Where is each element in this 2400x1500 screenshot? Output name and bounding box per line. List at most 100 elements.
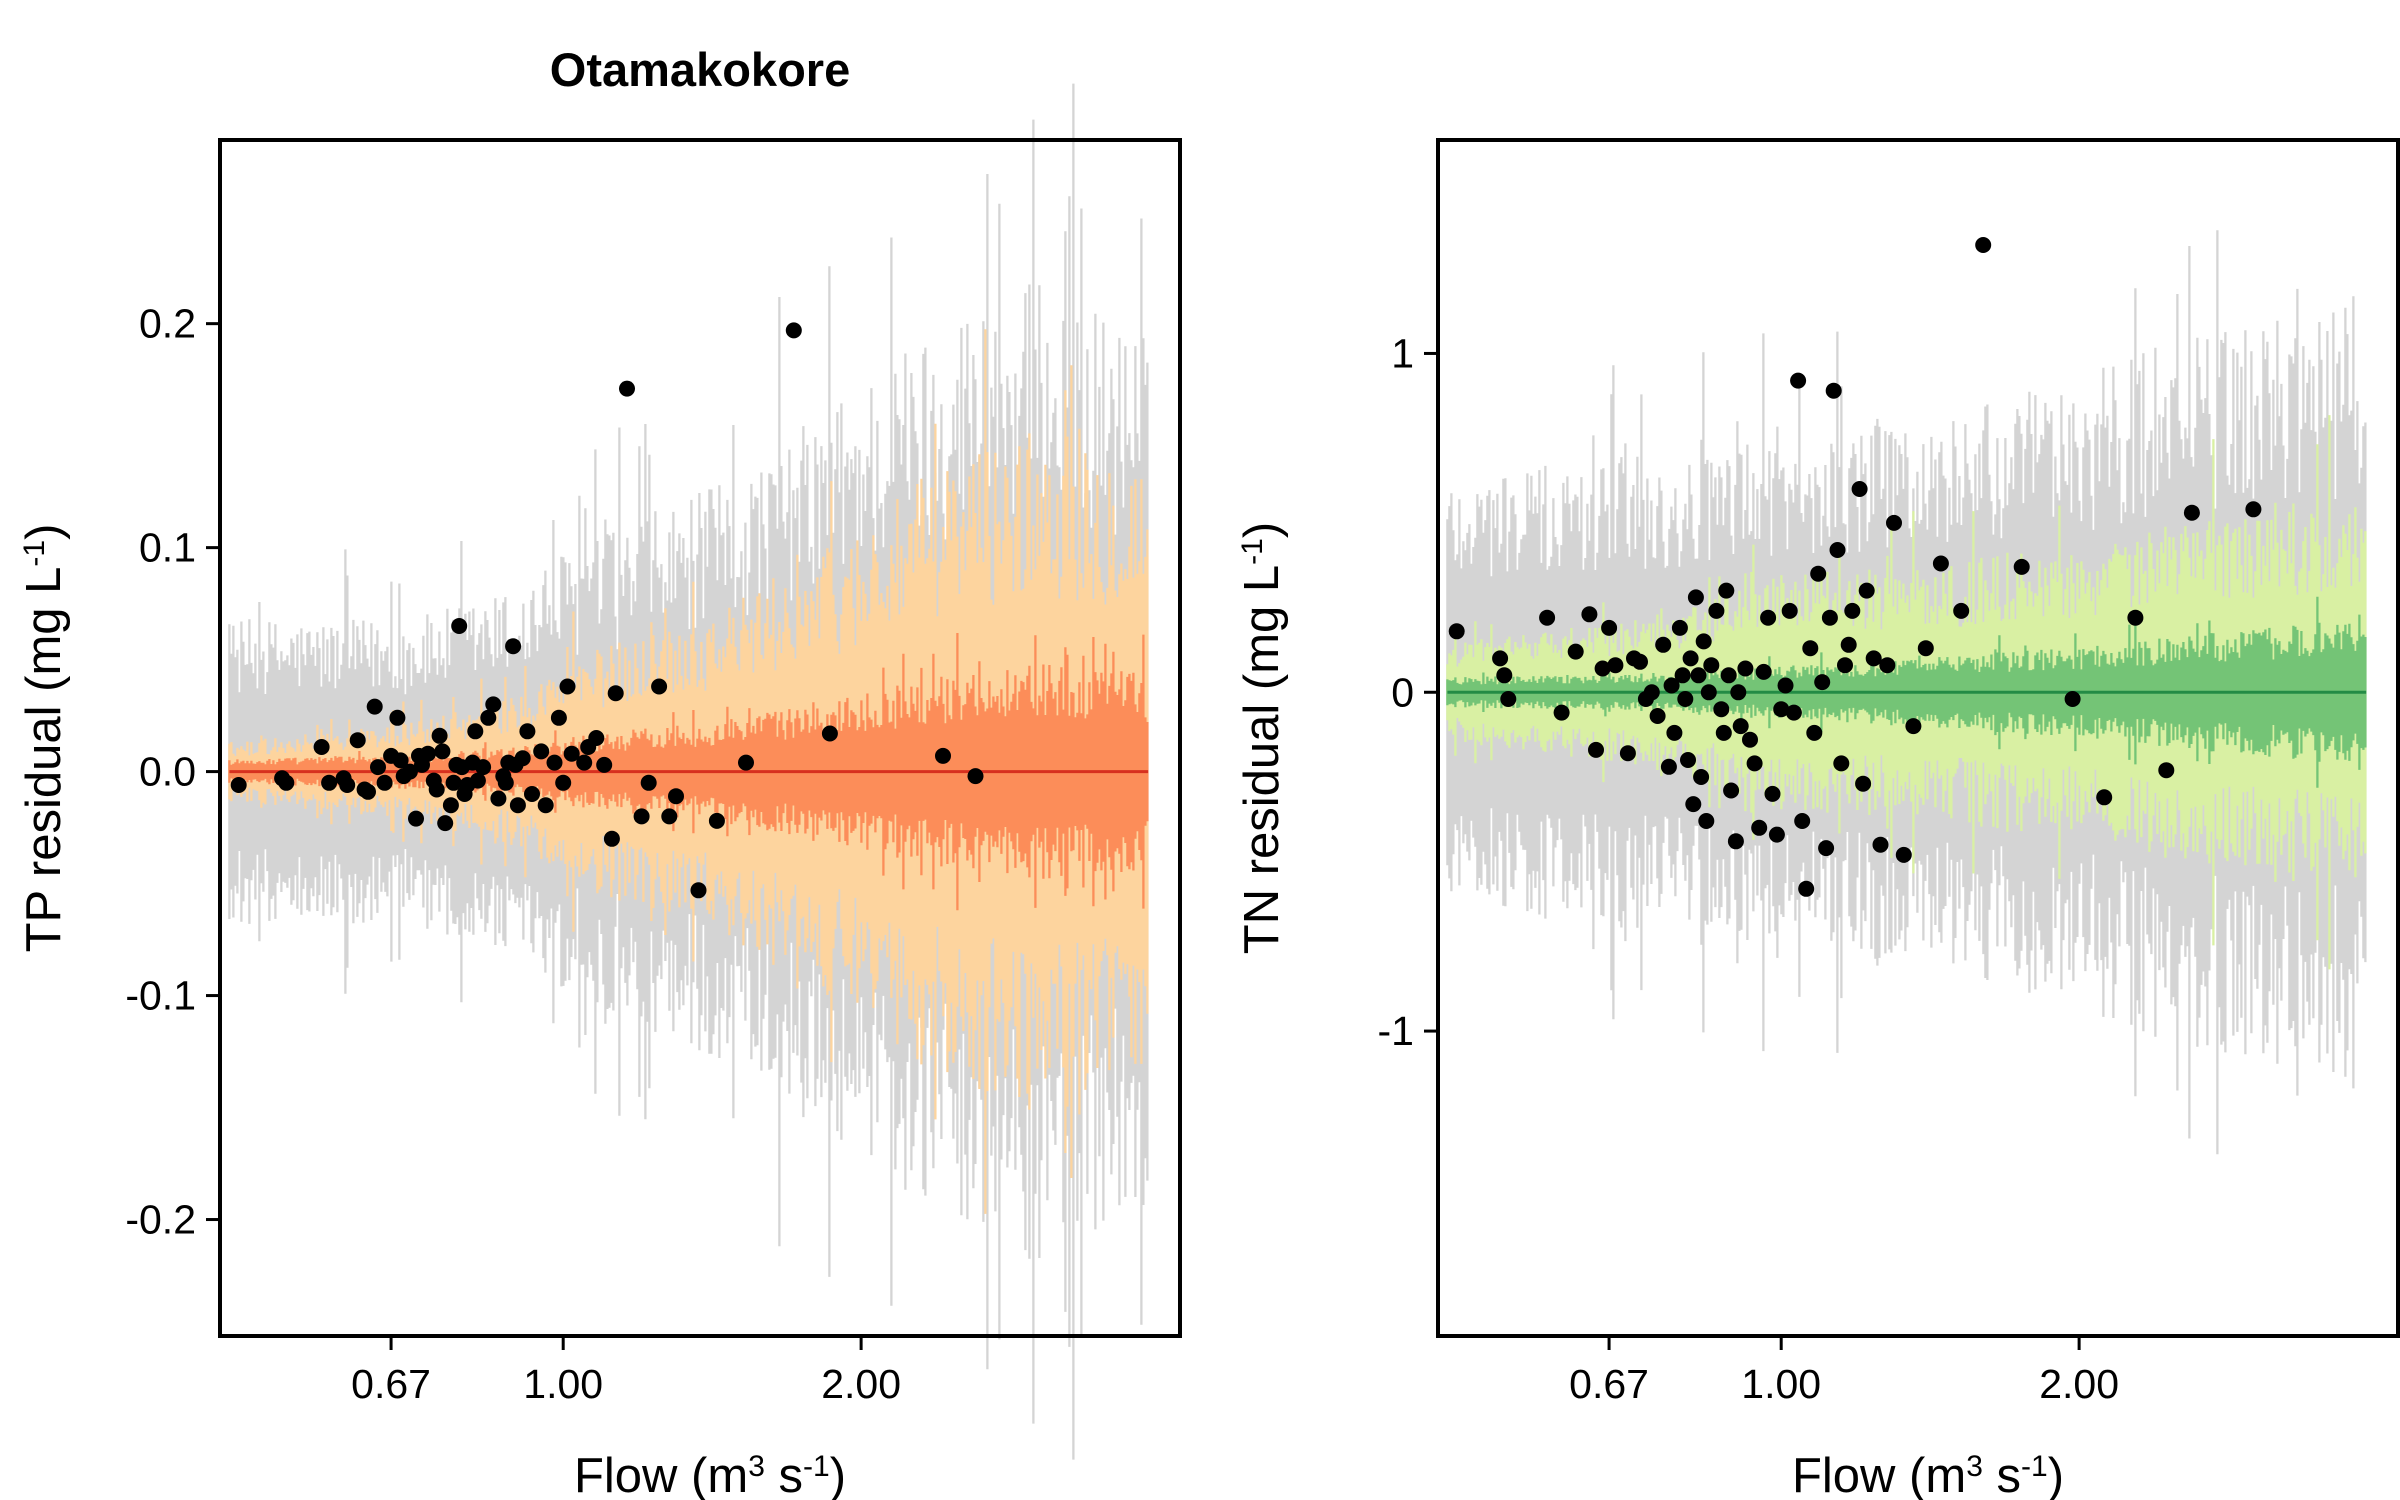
data-point [1500, 691, 1517, 707]
data-point [1806, 724, 1823, 741]
data-point [1677, 691, 1694, 707]
data-point [1496, 667, 1513, 684]
data-point [431, 727, 448, 744]
data-point [1886, 514, 1902, 531]
data-point [1837, 657, 1853, 674]
data-point [1492, 650, 1509, 667]
data-point [408, 810, 424, 827]
data-point [392, 752, 409, 769]
data-point [1649, 708, 1666, 724]
data-point [1594, 660, 1611, 677]
y-tick-label: 0 [1391, 669, 1414, 715]
data-point [537, 797, 554, 814]
data-point [389, 709, 406, 726]
data-point [349, 732, 366, 749]
data-point [1802, 640, 1819, 657]
data-point [1727, 833, 1744, 850]
data-point [1732, 718, 1749, 735]
tn-residual-panel: -1 0 1 0.67 1.00 2.00 TN residual (mg L-1) Fl… [1235, 138, 2400, 1500]
data-point [1825, 382, 1842, 399]
data-point [497, 774, 514, 791]
data-point [1858, 582, 1875, 599]
data-point [1720, 667, 1737, 684]
data-point [475, 759, 492, 776]
tp-data-points [230, 322, 984, 899]
data-point [321, 774, 338, 791]
tn-axes: -1 0 1 0.67 1.00 2.00 [1378, 330, 2119, 1407]
data-point [1760, 609, 1777, 626]
data-point [2127, 609, 2144, 626]
data-point [1905, 718, 1922, 735]
data-point [1643, 684, 1660, 701]
data-point [1844, 602, 1861, 619]
y-tick-label: 0.1 [139, 525, 196, 571]
data-point [1840, 636, 1857, 653]
data-point [1682, 650, 1699, 667]
data-point [2245, 501, 2262, 518]
data-point [1764, 785, 1781, 802]
data-point [603, 830, 620, 847]
tp-x-axis-title: Flow (m3 s-1) [574, 1449, 846, 1500]
data-point [1693, 769, 1710, 785]
data-point [313, 739, 330, 755]
data-point [563, 745, 580, 762]
data-point [533, 743, 550, 760]
data-point [1798, 880, 1815, 897]
data-point [1655, 636, 1672, 653]
x-tick-label: 2.00 [821, 1361, 901, 1407]
y-tick-label: 0.0 [139, 749, 196, 795]
data-point [1917, 640, 1934, 657]
data-point [1730, 684, 1747, 701]
data-point [1663, 677, 1680, 694]
data-point [1818, 840, 1835, 857]
data-point [555, 774, 572, 791]
data-point [2064, 691, 2081, 707]
data-point [1777, 677, 1794, 694]
y-tick-label: 0.2 [139, 301, 196, 347]
data-point [370, 759, 386, 776]
data-point [1790, 372, 1807, 389]
data-point [633, 808, 650, 825]
y-tick-label: 1 [1391, 330, 1414, 376]
data-point [1768, 826, 1785, 843]
data-point [1680, 752, 1696, 768]
data-point [445, 774, 462, 791]
x-tick-label: 2.00 [2039, 1361, 2119, 1407]
data-point [1539, 609, 1556, 626]
data-point [1723, 782, 1740, 799]
data-point [1794, 813, 1811, 829]
tp-axes: -0.2 -0.1 0.0 0.1 0.2 0.67 1.00 2.00 [125, 301, 901, 1407]
data-point [437, 815, 454, 832]
data-point [1708, 602, 1725, 619]
data-point [1829, 542, 1846, 558]
tp-y-axis-title: TP residual (mg L-1) [17, 524, 71, 953]
data-point [1601, 619, 1618, 636]
data-point [451, 618, 468, 634]
data-point [1695, 633, 1712, 650]
data-point [1751, 819, 1768, 836]
data-point [1674, 667, 1691, 684]
x-tick-label: 0.67 [351, 1361, 431, 1407]
data-point [1851, 481, 1868, 497]
data-point [514, 750, 531, 767]
data-point [2013, 558, 2030, 575]
data-point [1687, 589, 1704, 606]
data-point [1746, 755, 1763, 772]
data-point [546, 754, 563, 771]
data-point [690, 882, 707, 899]
data-point [588, 730, 605, 746]
data-point [1773, 701, 1790, 718]
data-point [1755, 663, 1772, 680]
data-point [651, 678, 668, 695]
data-point [1895, 846, 1912, 863]
tn-plot-frame [1436, 138, 2400, 1338]
data-point [1690, 667, 1707, 684]
data-point [360, 783, 376, 800]
data-point [2183, 504, 2200, 521]
data-point [967, 768, 984, 785]
data-point [1975, 237, 1992, 253]
data-point [607, 685, 624, 702]
data-point [490, 790, 507, 807]
data-point [785, 322, 802, 339]
